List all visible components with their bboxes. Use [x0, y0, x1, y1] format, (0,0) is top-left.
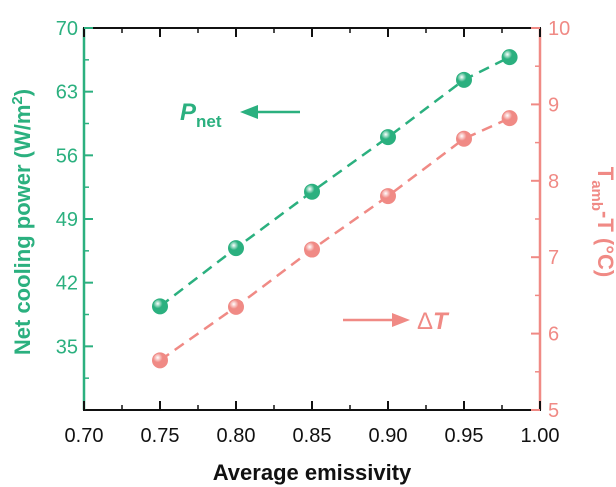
- right-tick-label: 9: [548, 94, 559, 116]
- x-tick-label: 1.00: [521, 425, 560, 447]
- right-axis-ticks: 5 6 7 8 9 10: [531, 18, 570, 422]
- left-tick-label: 56: [56, 145, 78, 167]
- data-point-delta-t: [152, 352, 168, 369]
- left-tick-label: 49: [56, 209, 78, 231]
- data-point-pnet: [304, 183, 320, 200]
- right-tick-label: 8: [548, 171, 559, 193]
- x-tick-label: 0.75: [141, 425, 180, 447]
- data-point-pnet: [228, 240, 244, 257]
- x-tick-label: 0.85: [293, 425, 332, 447]
- plot-frame: [83, 27, 541, 411]
- data-point-pnet: [380, 129, 396, 146]
- x-tick-label: 0.90: [369, 425, 408, 447]
- left-tick-label: 63: [56, 82, 78, 104]
- data-point-delta-t: [304, 241, 320, 258]
- annotation-pnet: Pnet: [180, 99, 300, 131]
- series-line-delta-t: [159, 117, 511, 362]
- right-tick-label: 7: [548, 247, 559, 269]
- right-tick-label: 6: [548, 324, 559, 346]
- data-point-delta-t: [380, 188, 396, 205]
- data-point-pnet: [501, 49, 518, 66]
- arrow-left-head: [240, 105, 258, 119]
- data-point-pnet: [456, 71, 472, 88]
- x-tick-label: 0.95: [445, 425, 484, 447]
- svg-text:Pnet: Pnet: [180, 99, 222, 131]
- data-point-delta-t: [501, 110, 518, 127]
- left-axis-ticks: 35 42 49 56 63 70: [56, 18, 93, 379]
- annotation-delta-t: ΔT: [343, 308, 450, 335]
- x-axis-ticks: 0.70 0.75 0.80 0.85 0.90 0.95 1.00: [65, 28, 560, 447]
- data-point-delta-t: [228, 298, 244, 315]
- left-tick-label: 35: [56, 336, 78, 358]
- right-axis-title: Tamb-T (°C): [588, 167, 616, 278]
- right-tick-label: 5: [548, 400, 559, 422]
- data-point-delta-t: [456, 130, 472, 147]
- left-axis-title: Net cooling power (W/m2): [9, 89, 35, 355]
- x-tick-label: 0.80: [217, 425, 256, 447]
- x-tick-label: 0.70: [65, 425, 104, 447]
- right-tick-label: 10: [548, 18, 570, 40]
- series-layer: [152, 49, 518, 369]
- arrow-right-head: [392, 313, 410, 327]
- svg-text:ΔT: ΔT: [417, 308, 450, 335]
- left-tick-label: 70: [56, 18, 78, 40]
- series-line-pnet: [159, 55, 511, 308]
- left-tick-label: 42: [56, 273, 78, 295]
- x-axis-title: Average emissivity: [213, 460, 412, 485]
- data-point-pnet: [152, 298, 168, 315]
